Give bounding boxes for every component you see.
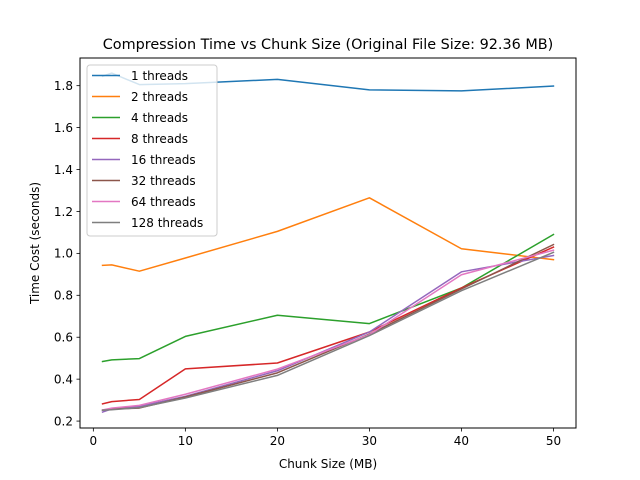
- series-lines: [101, 72, 555, 414]
- x-axis-ticks: 0 10 20 30 40 50: [90, 428, 561, 448]
- legend-label-4-threads: 4 threads: [131, 111, 188, 125]
- x-tick-label: 10: [178, 434, 193, 448]
- series-line-8-threads: [101, 246, 555, 405]
- y-tick-label: 0.6: [54, 331, 73, 345]
- x-tick-label: 20: [270, 434, 285, 448]
- y-tick-label: 0.8: [54, 289, 73, 303]
- y-tick-label: 0.4: [54, 372, 73, 386]
- x-tick-label: 30: [362, 434, 377, 448]
- series-line-64-threads: [101, 249, 555, 411]
- y-tick-label: 1.8: [54, 79, 73, 93]
- legend-label-64-threads: 64 threads: [131, 195, 196, 209]
- y-axis-ticks: 0.2 0.4 0.6 0.8 1.0 1.2 1.4 1.6 1.8: [54, 79, 80, 428]
- y-tick-label: 1.0: [54, 247, 73, 261]
- legend: 1 threads 2 threads 4 threads 8 threads 16 t…: [86, 64, 218, 237]
- legend-label-16-threads: 16 threads: [131, 153, 196, 167]
- x-tick-label: 40: [454, 434, 469, 448]
- x-tick-label: 0: [90, 434, 98, 448]
- legend-label-128-threads: 128 threads: [131, 216, 203, 230]
- series-line-4-threads: [101, 233, 555, 363]
- legend-label-2-threads: 2 threads: [131, 90, 188, 104]
- series-line-128-threads: [101, 251, 555, 411]
- legend-box: [86, 64, 218, 237]
- y-tick-label: 1.2: [54, 205, 73, 219]
- y-tick-label: 1.6: [54, 121, 73, 135]
- y-axis-label: Time Cost (seconds): [28, 182, 42, 305]
- y-tick-label: 0.2: [54, 414, 73, 428]
- legend-label-8-threads: 8 threads: [131, 132, 188, 146]
- legend-label-32-threads: 32 threads: [131, 174, 196, 188]
- plot-frame: [79, 57, 577, 429]
- x-tick-label: 50: [546, 434, 561, 448]
- x-axis-label: Chunk Size (MB): [279, 457, 377, 471]
- series-line-2-threads: [101, 197, 555, 272]
- y-tick-label: 1.4: [54, 163, 73, 177]
- chart-title: Compression Time vs Chunk Size (Original…: [103, 37, 554, 53]
- legend-label-1-threads: 1 threads: [131, 69, 188, 83]
